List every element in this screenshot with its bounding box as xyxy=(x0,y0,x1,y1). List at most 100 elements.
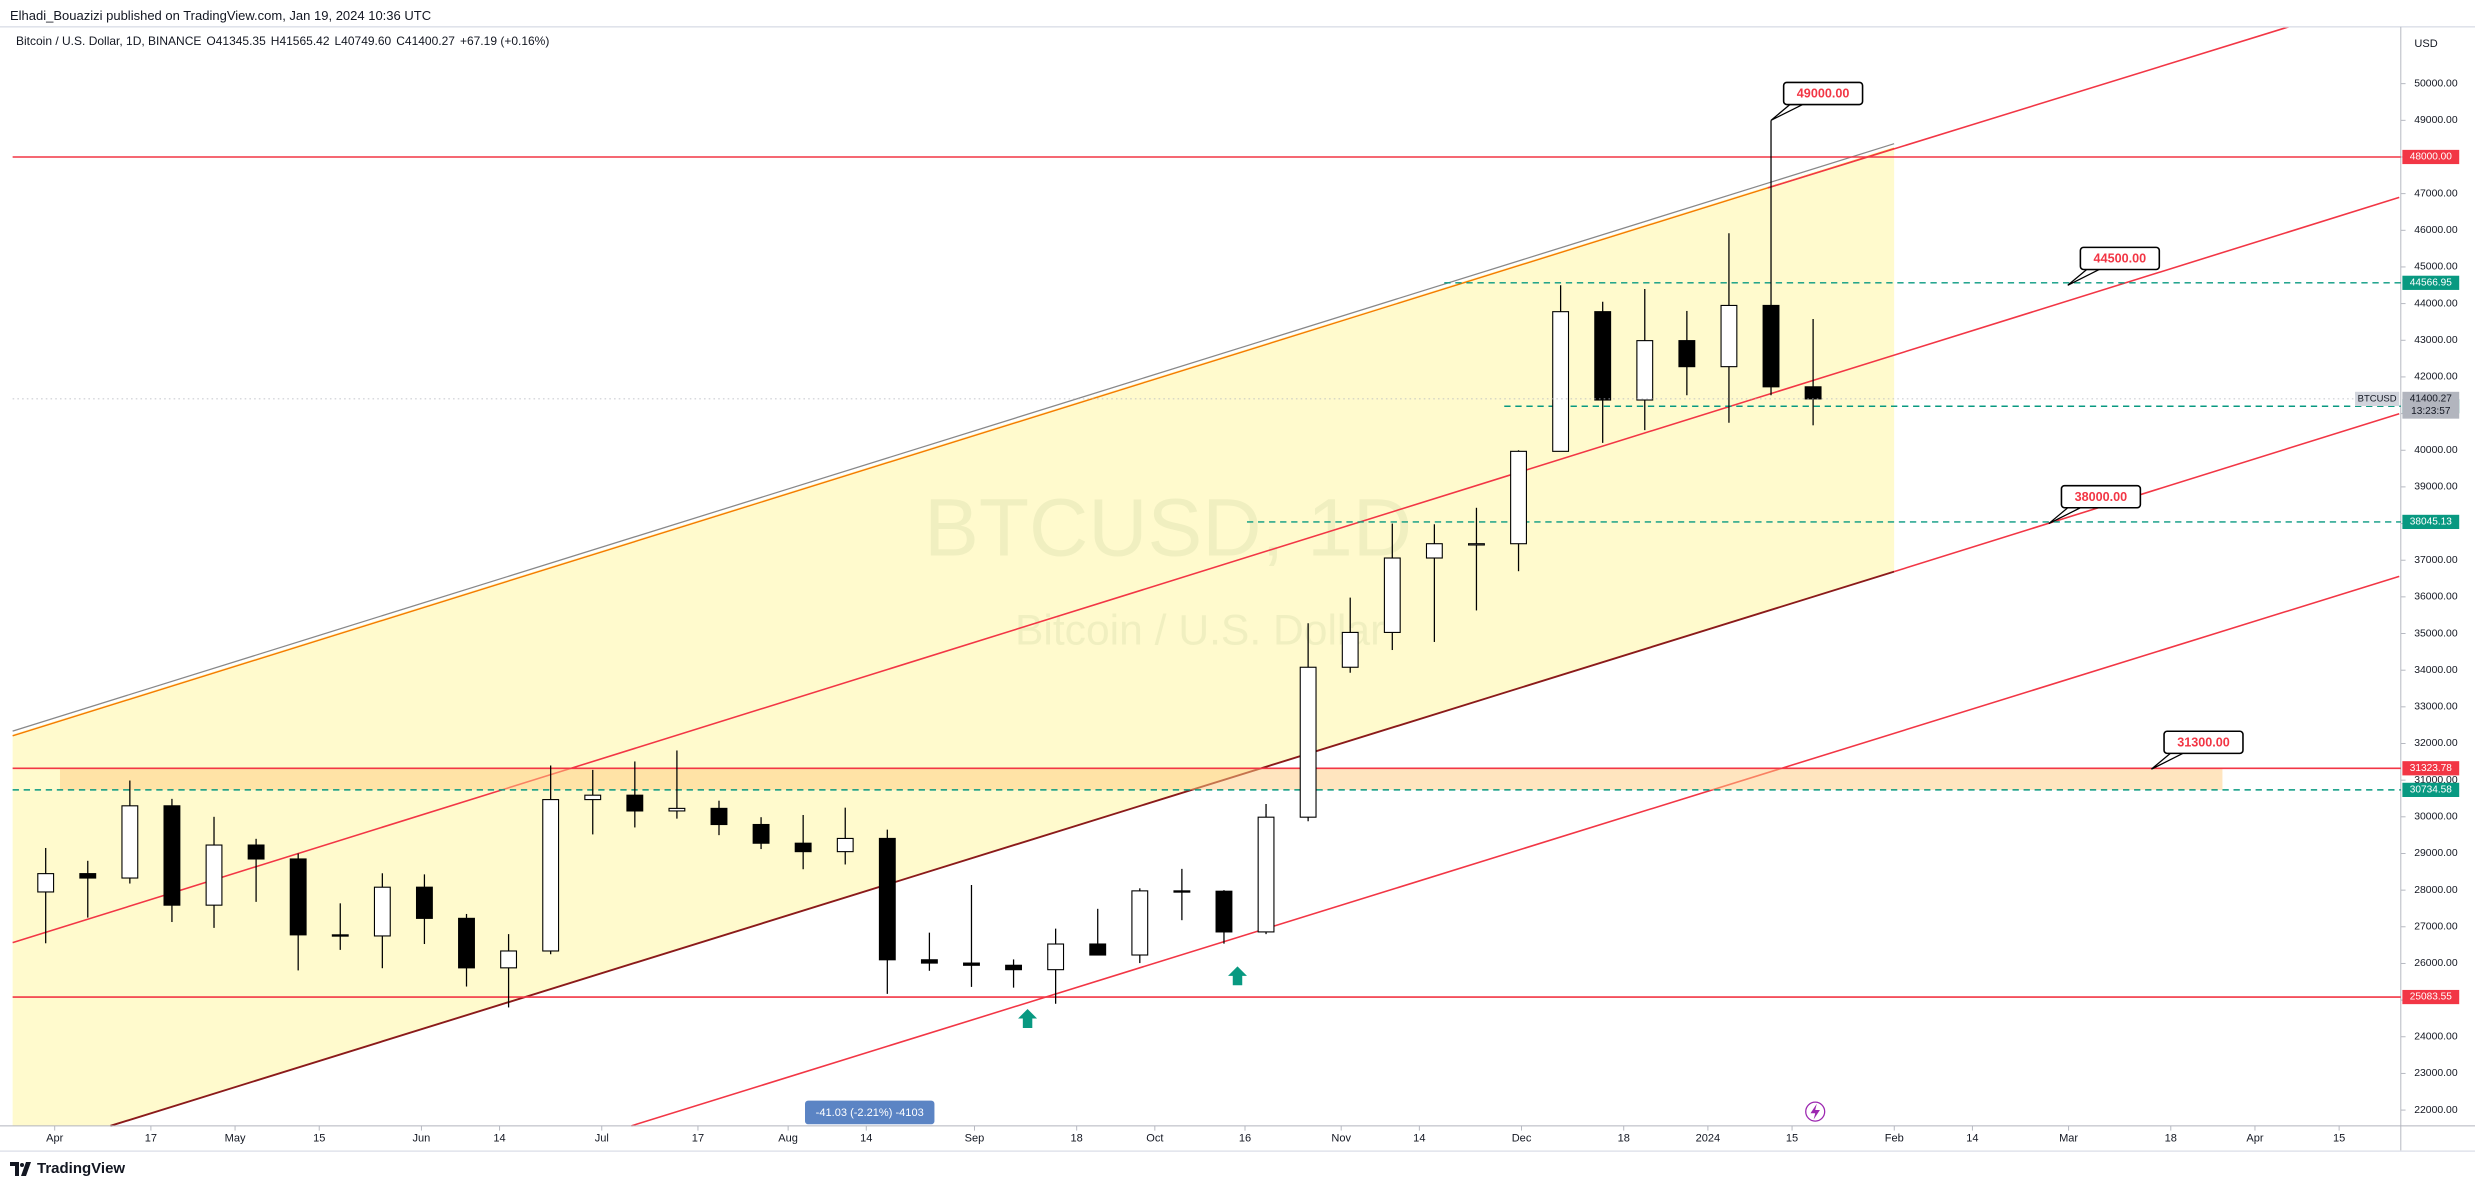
level-label: 30734.58 xyxy=(2410,785,2452,796)
last-price-label: 41400.27 xyxy=(2410,394,2452,405)
countdown: 13:23:57 xyxy=(2411,406,2451,417)
candle-body xyxy=(1594,311,1612,401)
candle-body xyxy=(1425,543,1443,559)
y-tick-label: 32000.00 xyxy=(2414,738,2458,749)
candle-body xyxy=(458,917,475,969)
trend-line xyxy=(1767,26,2289,189)
level-label: 31323.78 xyxy=(2410,763,2452,774)
y-tick-label: 27000.00 xyxy=(2414,922,2458,933)
channel-lower xyxy=(110,570,1895,1127)
legend-low: L40749.60 xyxy=(334,34,392,48)
x-tick-label: 15 xyxy=(313,1132,325,1144)
footer-text: TradingView xyxy=(37,1160,126,1177)
callout-label: 31300.00 xyxy=(2177,735,2230,749)
y-tick-label: 26000.00 xyxy=(2414,958,2458,969)
callout-box xyxy=(1782,81,1864,106)
arrow-up xyxy=(1228,966,1247,986)
y-tick-label: 43000.00 xyxy=(2414,335,2458,346)
callout-box xyxy=(2060,484,2142,509)
x-tick-label: 14 xyxy=(860,1132,872,1144)
x-tick-label: 17 xyxy=(692,1132,704,1144)
channel-upper-gray xyxy=(12,143,1895,732)
y-tick-label: 44000.00 xyxy=(2414,298,2458,309)
x-tick-label: Mar xyxy=(2059,1132,2078,1144)
legend: Bitcoin / U.S. Dollar, 1D, BINANCE O41345… xyxy=(16,34,554,48)
legend-open: O41345.35 xyxy=(206,34,266,48)
candle-body xyxy=(1089,943,1107,956)
candle-body xyxy=(1047,943,1065,971)
channel-fill xyxy=(12,146,1895,1126)
y-tick-label: 50000.00 xyxy=(2414,78,2458,89)
candle-body xyxy=(878,837,896,961)
y-tick-label: 47000.00 xyxy=(2414,188,2458,199)
candle-body xyxy=(1678,340,1696,368)
x-tick-label: May xyxy=(225,1132,246,1144)
y-tick-label: 29000.00 xyxy=(2414,848,2458,859)
callout-label: 49000.00 xyxy=(1797,87,1850,101)
candle-body xyxy=(963,962,980,966)
x-tick-label: Apr xyxy=(46,1132,64,1144)
level-label: 38045.13 xyxy=(2410,517,2452,528)
candle-body xyxy=(1005,964,1023,971)
y-tick-label: 22000.00 xyxy=(2414,1105,2458,1116)
candle-body xyxy=(626,794,644,812)
candle-body xyxy=(37,873,55,893)
symbol-label: BTCUSD xyxy=(2358,393,2397,404)
y-tick-label: 46000.00 xyxy=(2414,225,2458,236)
y-tick-label: 45000.00 xyxy=(2414,262,2458,273)
candle-body xyxy=(920,959,938,964)
x-tick-label: Dec xyxy=(1512,1132,1532,1144)
legend-close: C41400.27 xyxy=(396,34,455,48)
measure-box xyxy=(805,1100,935,1125)
x-tick-label: Nov xyxy=(1331,1132,1351,1144)
x-tick-label: 14 xyxy=(1966,1132,1978,1144)
candle-body xyxy=(1215,890,1233,933)
candle-body xyxy=(373,886,391,937)
y-tick-label: 30000.00 xyxy=(2414,812,2458,823)
watermark-sub: Bitcoin / U.S. Dollar xyxy=(1015,606,1384,654)
y-tick-label: 31000.00 xyxy=(2414,775,2458,786)
channel-upper xyxy=(12,147,1895,737)
x-tick-label: 16 xyxy=(1239,1132,1251,1144)
x-tick-label: 18 xyxy=(2165,1132,2177,1144)
candle-body xyxy=(1804,386,1822,400)
candle-body xyxy=(247,844,265,860)
candle-body xyxy=(1468,543,1485,546)
y-tick-label: 36000.00 xyxy=(2414,592,2458,603)
level-label-bg xyxy=(2402,275,2460,290)
x-tick-label: 15 xyxy=(1786,1132,1798,1144)
candle-body xyxy=(1299,666,1317,818)
candle-body xyxy=(794,842,812,853)
level-label-bg xyxy=(2402,761,2460,776)
candle-body xyxy=(710,807,728,826)
candle-body xyxy=(1383,557,1401,633)
trend-line xyxy=(12,196,2400,944)
arrow-up xyxy=(1018,1008,1038,1028)
x-tick-label: 14 xyxy=(1413,1132,1425,1144)
candle-body xyxy=(668,807,686,812)
x-tick-label: 17 xyxy=(145,1132,157,1144)
candle-body xyxy=(500,950,518,969)
y-tick-label: 24000.00 xyxy=(2414,1032,2458,1043)
candle-body xyxy=(1552,311,1570,452)
callout-box xyxy=(2163,730,2244,755)
currency: USD xyxy=(2414,38,2437,50)
y-tick-label: 28000.00 xyxy=(2414,885,2458,896)
level-label-bg xyxy=(2402,514,2460,530)
trend-line xyxy=(631,575,2400,1127)
level-label-bg xyxy=(2402,782,2460,797)
x-tick-label: 15 xyxy=(2333,1132,2345,1144)
candle-body xyxy=(752,823,770,844)
x-tick-label: Aug xyxy=(778,1132,798,1144)
y-tick-label: 23000.00 xyxy=(2414,1068,2458,1079)
candle-body xyxy=(1131,890,1149,956)
level-label: 48000.00 xyxy=(2410,152,2452,163)
x-tick-label: Oct xyxy=(1146,1132,1163,1144)
level-label: 25083.55 xyxy=(2410,992,2452,1003)
y-tick-label: 49000.00 xyxy=(2414,115,2458,126)
callout-label: 44500.00 xyxy=(2094,252,2147,266)
header: Elhadi_Bouazizi published on TradingView… xyxy=(10,8,432,23)
alert-icon[interactable] xyxy=(1805,1101,1826,1122)
